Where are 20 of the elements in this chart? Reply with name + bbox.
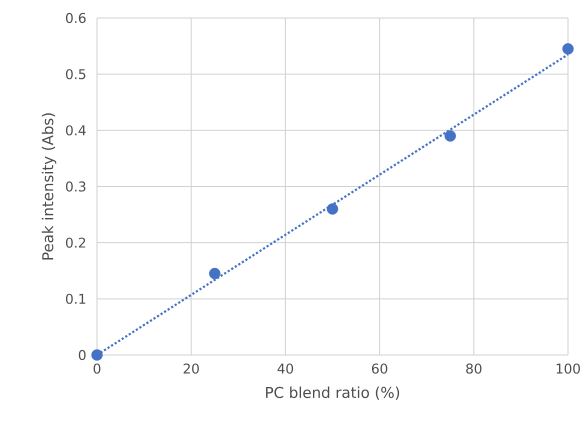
y-tick-label: 0.6 <box>66 12 86 24</box>
x-tick-label: 80 <box>466 364 482 374</box>
point <box>444 130 456 142</box>
point <box>91 349 103 361</box>
y-axis-title: Peak intensity (Abs) <box>42 113 56 260</box>
y-tick-label: 0.3 <box>66 181 86 192</box>
point <box>326 203 338 215</box>
x-tick-label: 40 <box>278 364 294 374</box>
y-tick-label: 0.1 <box>66 294 86 304</box>
x-tick-label: 60 <box>372 364 388 374</box>
x-axis-title: PC blend ratio (%) <box>266 386 400 400</box>
point <box>562 43 574 55</box>
x-tick-label: 20 <box>184 364 199 374</box>
x-tick-label: 0 <box>94 364 100 374</box>
y-tick-label: 0 <box>78 350 86 360</box>
y-tick-label: 0.4 <box>66 125 86 136</box>
y-tick-label: 0.5 <box>66 69 86 80</box>
y-tick-label: 0.2 <box>66 238 86 248</box>
point <box>209 268 220 280</box>
x-tick-label: 100 <box>556 364 580 374</box>
